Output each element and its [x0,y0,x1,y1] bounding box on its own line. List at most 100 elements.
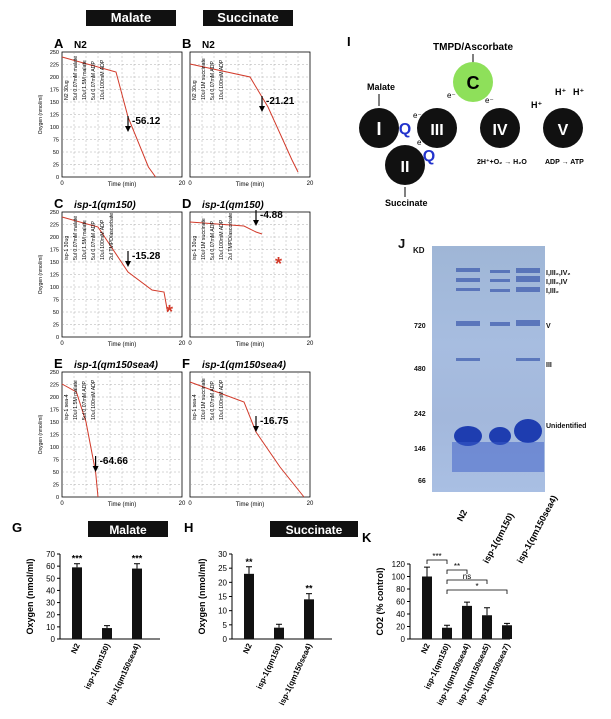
svg-text:H⁺: H⁺ [531,100,542,110]
tmpd-label: TMPD/Ascorbate [433,42,513,53]
y-axis-label: Oxygen (nmol/ml) [38,94,44,134]
marker-66: 66 [418,478,426,485]
band-label: Unidentified [546,423,587,430]
annotation: 10ul 100mM ADP [219,379,225,420]
significance-label: *** [432,552,441,561]
y-tick-label: 50 [46,574,55,583]
bar [274,627,284,639]
category-label: isp-1(qm150) [255,642,284,691]
y-tick-label: 150 [50,260,59,266]
annotation: 10ul 100mM ADP [219,219,225,260]
y-tick-label: 60 [396,598,405,607]
panel-letter: F [182,356,190,371]
y-tick-label: 40 [46,586,55,595]
x-tick-label: 20 [307,181,314,187]
header-succinate: Succinate [203,10,293,26]
y-tick-label: 0 [51,635,56,644]
x-axis-label: Time (min) [236,342,264,348]
category-label: isp-1(qm150sea4) [105,642,142,707]
y-tick-label: 225 [50,63,59,69]
panel-letter: G [12,520,22,535]
y-tick-label: 125 [50,113,59,119]
annotation: 10ul 1.5M malate [73,380,79,420]
x-axis-label: Time (min) [108,182,136,188]
annotation: 2ul TMPD/ascorbate [228,213,234,260]
panel-letter: K [362,530,372,545]
rate-value: -64.66 [100,456,129,467]
marker-480: 480 [414,366,426,373]
x-tick-label: 0 [188,181,192,187]
y-tick-label: 5 [223,621,228,630]
x-tick-label: 0 [188,341,192,347]
bar [244,573,254,639]
x-tick-label: 0 [60,181,64,187]
y-tick-label: 175 [50,248,59,254]
lane-label: N2 [455,508,469,523]
panel-letter-i: I [347,34,351,49]
significance-label: *** [132,554,143,564]
significance-label: ns [463,572,471,581]
rate-arrowhead [253,220,259,226]
marker-146: 146 [414,446,426,453]
bar [72,567,82,639]
y-tick-label: 250 [50,210,59,216]
category-label: N2 [241,642,254,656]
category-label: isp-1(qm150sea4) [277,642,314,707]
significance-label: ** [245,557,253,567]
x-axis-label: Time (min) [236,502,264,508]
annotation: 5ul 0.07mM malate [73,216,79,260]
y-tick-label: 100 [50,285,59,291]
rate-value: -56.12 [132,116,161,127]
annotation: 5ul 0.07mM malate [73,56,79,100]
svg-text:e⁻: e⁻ [417,138,426,147]
rate-value: -15.28 [132,251,161,262]
significance-bracket [426,559,448,564]
bar [442,627,452,639]
y-tick-label: 75 [53,138,59,144]
y-tick-label: 225 [50,223,59,229]
y-tick-label: 0 [401,635,406,644]
y-axis-label: Oxygen (nmol/ml) [197,558,207,634]
category-label: isp-1(qm150) [83,642,112,691]
y-tick-label: 150 [50,420,59,426]
svg-text:II: II [401,159,410,176]
annotation: N2 30ug [64,80,70,100]
complex-v-node [543,108,583,148]
y-tick-label: 25 [53,483,59,489]
annotation: 10ul 1M succinate [201,218,207,260]
x-tick-label: 20 [307,341,314,347]
annotation: isp-1 sea-4 [192,394,198,420]
bar [102,628,112,639]
rate-value: -21.21 [266,96,295,107]
y-tick-label: 175 [50,88,59,94]
band-label: I,III₂ [546,288,559,295]
y-tick-label: 20 [396,623,405,632]
panel-letter: A [54,36,64,51]
marker-242: 242 [414,411,426,418]
y-tick-label: 100 [392,573,406,582]
significance-bracket [446,569,468,574]
annotation: 5ul 0.07mM ADP [210,381,216,420]
panel-letter-j: J [398,236,406,251]
complex-iii-node [417,108,457,148]
significance-label: * [475,582,478,591]
y-tick-label: 100 [50,445,59,451]
y-tick-label: 125 [50,433,59,439]
chart-title: Succinate [286,523,343,537]
q-label: Q [399,121,411,138]
svg-text:e⁻: e⁻ [413,111,422,120]
y-tick-label: 50 [53,310,59,316]
annotation: 10ul 1.5M malate [82,60,88,100]
annotation: 10ul 1.5M malate [82,220,88,260]
svg-text:IV: IV [492,122,507,139]
complex-c-label: C [467,73,480,93]
y-tick-label: 30 [218,550,227,559]
annotation: 5ul 0.07mM ADP [210,221,216,260]
significance-label: *** [72,554,83,564]
